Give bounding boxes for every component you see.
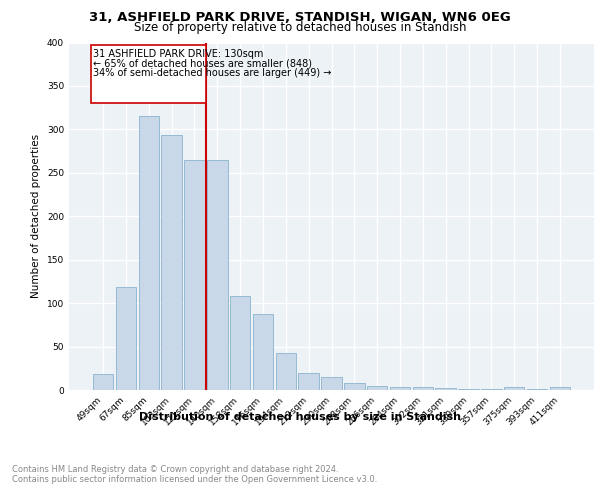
Text: 34% of semi-detached houses are larger (449) →: 34% of semi-detached houses are larger (… <box>93 68 331 78</box>
Bar <box>139 116 159 390</box>
Text: Distribution of detached houses by size in Standish: Distribution of detached houses by size … <box>139 412 461 422</box>
Bar <box>527 389 547 390</box>
Bar <box>344 383 365 390</box>
Text: Contains HM Land Registry data © Crown copyright and database right 2024.
Contai: Contains HM Land Registry data © Crown c… <box>12 465 377 484</box>
Bar <box>390 386 410 390</box>
Bar <box>184 160 205 390</box>
Bar <box>161 136 182 390</box>
Y-axis label: Number of detached properties: Number of detached properties <box>31 134 41 298</box>
Bar <box>436 388 456 390</box>
Bar <box>550 388 570 390</box>
Bar <box>298 372 319 390</box>
Bar <box>230 296 250 390</box>
Bar <box>253 314 273 390</box>
FancyBboxPatch shape <box>91 45 206 104</box>
Bar <box>116 288 136 390</box>
Text: 31 ASHFIELD PARK DRIVE: 130sqm: 31 ASHFIELD PARK DRIVE: 130sqm <box>93 48 263 58</box>
Bar <box>93 374 113 390</box>
Text: Size of property relative to detached houses in Standish: Size of property relative to detached ho… <box>134 22 466 35</box>
Bar <box>458 389 479 390</box>
Bar <box>481 389 502 390</box>
Bar <box>413 388 433 390</box>
Bar <box>504 386 524 390</box>
Text: 31, ASHFIELD PARK DRIVE, STANDISH, WIGAN, WN6 0EG: 31, ASHFIELD PARK DRIVE, STANDISH, WIGAN… <box>89 11 511 24</box>
Bar <box>367 386 388 390</box>
Bar <box>207 160 227 390</box>
Bar <box>275 352 296 390</box>
Bar <box>321 377 342 390</box>
Text: ← 65% of detached houses are smaller (848): ← 65% of detached houses are smaller (84… <box>93 58 312 68</box>
